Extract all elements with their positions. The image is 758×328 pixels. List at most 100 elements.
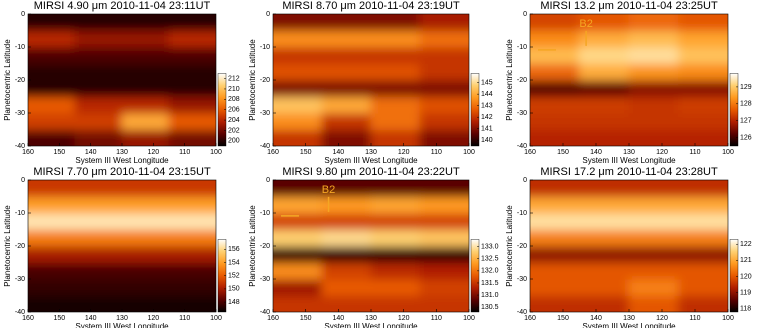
heat-cell bbox=[678, 196, 728, 214]
heat-cell bbox=[74, 295, 123, 312]
heat-cell bbox=[273, 262, 323, 280]
heat-cell bbox=[419, 278, 469, 296]
x-tick-label: 100 bbox=[463, 315, 475, 322]
x-tick-label: 140 bbox=[332, 149, 344, 156]
heat-cell bbox=[678, 14, 728, 31]
heat-cell bbox=[321, 180, 372, 197]
colorbar-tick-label: 208 bbox=[228, 96, 240, 103]
heat-cell bbox=[530, 212, 580, 230]
y-tick-label: -20 bbox=[15, 243, 25, 250]
heat-cell bbox=[74, 96, 123, 114]
heat-cell bbox=[273, 180, 323, 197]
heatmap bbox=[28, 14, 216, 146]
heat-cell bbox=[121, 262, 170, 280]
heat-cell bbox=[628, 295, 679, 312]
x-axis-label: System III West Longitude bbox=[75, 156, 169, 165]
heat-cell bbox=[273, 63, 323, 81]
heat-cell bbox=[419, 229, 469, 247]
heat-cell bbox=[628, 46, 679, 64]
heat-cell bbox=[370, 295, 421, 312]
heat-cell bbox=[678, 46, 728, 64]
y-axis-label: Planetocentric Latitude bbox=[505, 205, 514, 287]
heat-cell bbox=[419, 295, 469, 312]
colorbar-tick-label: 204 bbox=[228, 117, 240, 124]
colorbar-tick-label: 144 bbox=[481, 91, 493, 98]
y-tick-label: -30 bbox=[15, 110, 25, 117]
x-tick-label: 130 bbox=[116, 315, 128, 322]
heat-cell bbox=[168, 196, 216, 214]
x-axis-label: System III West Longitude bbox=[324, 156, 418, 165]
x-tick-label: 110 bbox=[431, 149, 442, 156]
heat-cell bbox=[419, 30, 469, 48]
colorbar-tick-label: 122 bbox=[740, 241, 752, 248]
heat-cell bbox=[678, 112, 728, 130]
heat-cell bbox=[370, 79, 421, 97]
heat-cell bbox=[419, 180, 469, 197]
heat-cell bbox=[530, 196, 580, 214]
colorbar-tick-label: 206 bbox=[228, 107, 240, 114]
x-tick-label: 110 bbox=[689, 315, 700, 322]
colorbar-tick-label: 154 bbox=[228, 259, 240, 266]
x-tick-label: 110 bbox=[689, 149, 700, 156]
y-tick-label: 0 bbox=[266, 11, 270, 18]
x-tick-label: 160 bbox=[524, 315, 536, 322]
heat-cell bbox=[28, 30, 76, 48]
y-tick-label: -20 bbox=[260, 243, 270, 250]
heat-cell bbox=[370, 14, 421, 31]
heat-cell bbox=[321, 14, 372, 31]
heat-cell bbox=[530, 262, 580, 280]
heat-cell bbox=[321, 129, 372, 146]
colorbar-tick-label: 118 bbox=[740, 306, 751, 313]
y-tick-label: -40 bbox=[517, 143, 527, 150]
x-tick-label: 120 bbox=[398, 315, 410, 322]
heat-cell bbox=[321, 96, 372, 114]
y-tick-label: -30 bbox=[260, 276, 270, 283]
heat-cell bbox=[370, 63, 421, 81]
heat-cell bbox=[370, 278, 421, 296]
heat-cell bbox=[28, 295, 76, 312]
y-axis-label: Planetocentric Latitude bbox=[505, 39, 514, 121]
colorbar-tick-label: 200 bbox=[228, 138, 240, 145]
heat-cell bbox=[370, 129, 421, 146]
x-tick-label: 130 bbox=[623, 315, 635, 322]
x-axis-label: System III West Longitude bbox=[582, 322, 676, 328]
panel-title: MIRSI 7.70 μm 2010-11-04 23:15UT bbox=[33, 166, 211, 178]
heat-cell bbox=[28, 96, 76, 114]
heatmap-area bbox=[530, 180, 728, 312]
heat-cell bbox=[370, 262, 421, 280]
heat-cell bbox=[419, 212, 469, 230]
x-tick-label: 150 bbox=[300, 315, 312, 322]
heat-cell bbox=[74, 245, 123, 263]
x-tick-label: 160 bbox=[524, 149, 536, 156]
heat-cell bbox=[121, 96, 170, 114]
heat-cell bbox=[628, 63, 679, 81]
y-tick-label: 0 bbox=[21, 177, 25, 184]
heat-cell bbox=[370, 229, 421, 247]
heat-cell bbox=[419, 63, 469, 81]
heat-cell bbox=[273, 96, 323, 114]
heat-cell bbox=[370, 46, 421, 64]
heat-cell bbox=[628, 96, 679, 114]
heat-cell bbox=[273, 278, 323, 296]
heat-cell bbox=[530, 96, 580, 114]
heatmap bbox=[28, 180, 216, 312]
heat-cell bbox=[419, 196, 469, 214]
colorbar-tick-label: 127 bbox=[740, 118, 752, 125]
y-tick-label: -20 bbox=[517, 77, 527, 84]
heat-cell bbox=[28, 262, 76, 280]
heat-cell bbox=[168, 112, 216, 130]
heat-cell bbox=[628, 196, 679, 214]
heat-cell bbox=[628, 129, 679, 146]
y-axis-label: Planetocentric Latitude bbox=[248, 39, 257, 121]
heat-cell bbox=[530, 14, 580, 31]
heat-cell bbox=[74, 278, 123, 296]
heat-cell bbox=[530, 245, 580, 263]
heat-cell bbox=[579, 63, 630, 81]
heat-cell bbox=[74, 229, 123, 247]
heat-cell bbox=[121, 295, 170, 312]
heat-cell bbox=[168, 229, 216, 247]
heat-cell bbox=[628, 14, 679, 31]
heat-cell bbox=[370, 180, 421, 197]
heatmap-area bbox=[28, 14, 216, 146]
colorbar-tick-label: 152 bbox=[228, 273, 240, 280]
